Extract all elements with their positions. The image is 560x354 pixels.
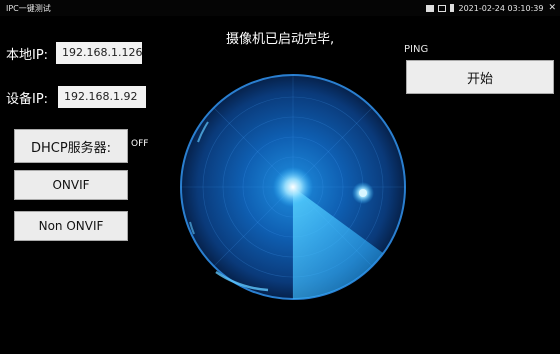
image-icon — [426, 4, 435, 12]
device-ip-field[interactable]: 192.168.1.92 — [58, 86, 146, 108]
ping-start-button[interactable]: 开始 — [406, 60, 554, 94]
battery-icon — [450, 4, 455, 12]
radar-sweep — [293, 187, 383, 299]
status-bar: IPC一键测试 2021-02-24 03:10:39 ✕ — [0, 0, 560, 16]
cast-icon — [438, 4, 447, 12]
device-ip-label: 设备IP: — [6, 92, 49, 107]
onvif-button[interactable]: ONVIF — [14, 170, 128, 200]
app-title: IPC一键测试 — [6, 4, 51, 13]
status-message: 摄像机已启动完毕, — [226, 32, 335, 47]
status-icons: 2021-02-24 03:10:39 ✕ — [426, 3, 556, 13]
local-ip-field[interactable]: 192.168.1.126 — [56, 42, 142, 64]
dhcp-server-button[interactable]: DHCP服务器: — [14, 129, 128, 163]
non-onvif-button[interactable]: Non ONVIF — [14, 211, 128, 241]
radar-scan-icon — [180, 74, 406, 300]
dhcp-status: OFF — [131, 139, 149, 149]
ping-label: PING — [404, 44, 429, 55]
datetime: 2021-02-24 03:10:39 — [458, 3, 544, 13]
close-icon[interactable]: ✕ — [548, 3, 556, 13]
local-ip-label: 本地IP: — [6, 48, 49, 63]
